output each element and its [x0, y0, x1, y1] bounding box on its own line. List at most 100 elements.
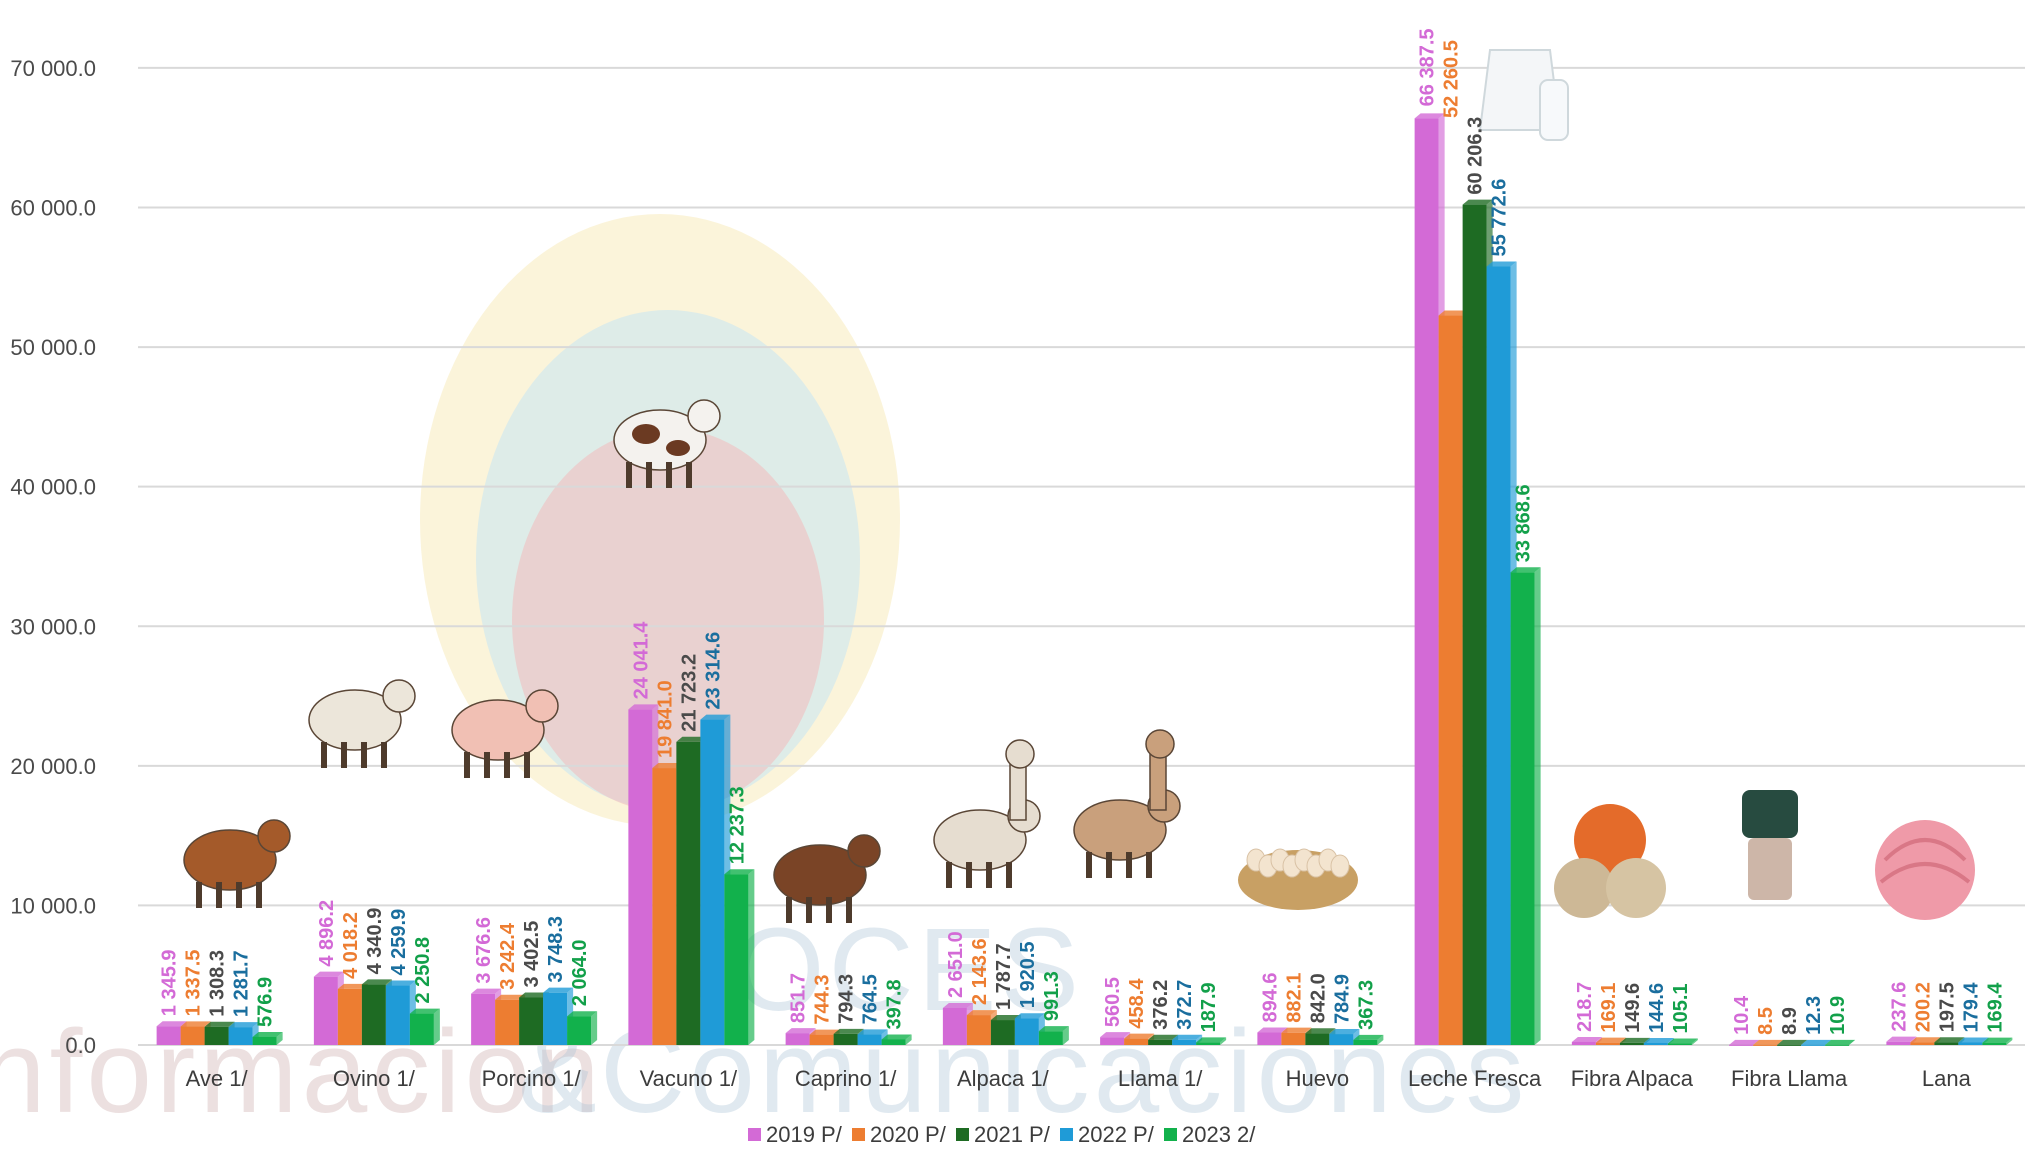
bar: [628, 709, 653, 1045]
bar-top: [1305, 1028, 1336, 1034]
data-label: 19 841.0: [654, 680, 676, 758]
bar: [1571, 1041, 1596, 1045]
x-category-label: Porcino 1/: [482, 1066, 582, 1091]
data-label: 3 676.6: [473, 917, 495, 984]
data-label: 218.7: [1574, 982, 1596, 1032]
bar-top: [1124, 1033, 1155, 1039]
bar-top: [628, 704, 659, 710]
data-label: 367.3: [1355, 980, 1377, 1030]
legend-item: 2021 P/: [956, 1122, 1051, 1147]
bar-top: [1414, 113, 1445, 119]
data-label: 2 250.8: [412, 937, 434, 1004]
bar: [1124, 1038, 1149, 1045]
data-label: 23 314.6: [702, 632, 724, 710]
bar: [1462, 204, 1487, 1046]
bar-top: [700, 714, 731, 720]
category-pictures: [183, 49, 1975, 923]
x-category-label: Ave 1/: [186, 1066, 249, 1091]
data-label: 66 387.5: [1417, 28, 1439, 106]
bar: [724, 874, 749, 1045]
legend-label: 2022 P/: [1078, 1122, 1155, 1147]
bar: [1958, 1042, 1983, 1045]
bar: [313, 976, 338, 1045]
legend-swatch: [1060, 1128, 1073, 1141]
bar-top: [1196, 1037, 1227, 1043]
bar: [471, 993, 496, 1045]
fibre-skein-icon: [1742, 790, 1798, 900]
bar-side: [748, 869, 755, 1045]
bar-top: [990, 1015, 1021, 1021]
bar-side: [591, 1011, 598, 1045]
data-label: 12.3: [1803, 996, 1825, 1035]
data-label: 60 206.3: [1465, 117, 1487, 195]
bar: [1825, 1044, 1850, 1046]
bar: [1305, 1033, 1330, 1045]
bar: [1414, 118, 1439, 1046]
data-label: 851.7: [788, 973, 810, 1023]
bar: [228, 1027, 253, 1045]
data-label: 169.4: [1984, 982, 2006, 1033]
x-category-label: Ovino 1/: [333, 1066, 416, 1091]
bar-top: [881, 1034, 912, 1040]
decorative-halo: [420, 214, 900, 826]
bar-top: [1934, 1037, 1965, 1043]
bar-top: [1643, 1037, 1674, 1043]
bar: [1486, 266, 1511, 1045]
data-label: 397.8: [884, 979, 906, 1029]
bar: [543, 992, 568, 1045]
data-label: 4 018.2: [340, 912, 362, 979]
data-label: 376.2: [1150, 980, 1172, 1030]
gridlines: [138, 66, 2025, 1046]
bar-top: [156, 1021, 187, 1027]
legend-label: 2023 2/: [1182, 1122, 1256, 1147]
data-label: 744.3: [812, 975, 834, 1025]
bar: [252, 1036, 277, 1045]
y-tick-label: 10 000.0: [10, 893, 96, 918]
data-label: 10.4: [1731, 995, 1753, 1035]
bar: [1729, 1044, 1754, 1046]
data-label: 197.5: [1936, 982, 1958, 1032]
x-category-label: Caprino 1/: [795, 1066, 897, 1091]
legend-swatch: [1164, 1128, 1177, 1141]
bar: [567, 1016, 592, 1045]
bar: [1281, 1032, 1306, 1045]
eggs-basket-icon: [1238, 848, 1358, 910]
bar: [833, 1033, 858, 1045]
x-category-label: Llama 1/: [1118, 1066, 1203, 1091]
data-label: 179.4: [1960, 982, 1982, 1033]
bar-top: [1886, 1036, 1917, 1042]
bar: [156, 1026, 181, 1045]
bar-top: [385, 980, 416, 986]
bar: [1510, 572, 1535, 1045]
bar: [676, 741, 701, 1045]
bar: [942, 1007, 967, 1045]
bar-top: [1353, 1034, 1384, 1040]
data-label: 1 308.3: [207, 950, 229, 1017]
legend-swatch: [748, 1128, 761, 1141]
bar: [1172, 1039, 1197, 1045]
data-label: 33 868.6: [1513, 484, 1535, 562]
data-label: 2 143.6: [969, 938, 991, 1005]
bar-side: [1377, 1034, 1384, 1045]
bar-top: [204, 1021, 235, 1027]
bar-top: [495, 994, 526, 1000]
bar-top: [1257, 1027, 1288, 1033]
bar: [385, 985, 410, 1045]
bar: [1038, 1031, 1063, 1045]
bar: [1801, 1044, 1826, 1046]
sheep-icon: [308, 679, 416, 768]
data-label: 8.5: [1755, 1007, 1777, 1035]
bar: [966, 1015, 991, 1045]
bar-side: [433, 1008, 440, 1045]
bar: [337, 988, 362, 1045]
bar: [990, 1020, 1015, 1045]
data-label: 4 259.9: [388, 909, 410, 976]
bar-top: [1777, 1039, 1808, 1045]
bar: [881, 1039, 906, 1045]
data-label: 2 064.0: [569, 939, 591, 1006]
bar: [1257, 1032, 1282, 1045]
bar-top: [676, 736, 707, 742]
data-label: 169.1: [1598, 983, 1620, 1033]
bar-side: [1220, 1037, 1227, 1045]
